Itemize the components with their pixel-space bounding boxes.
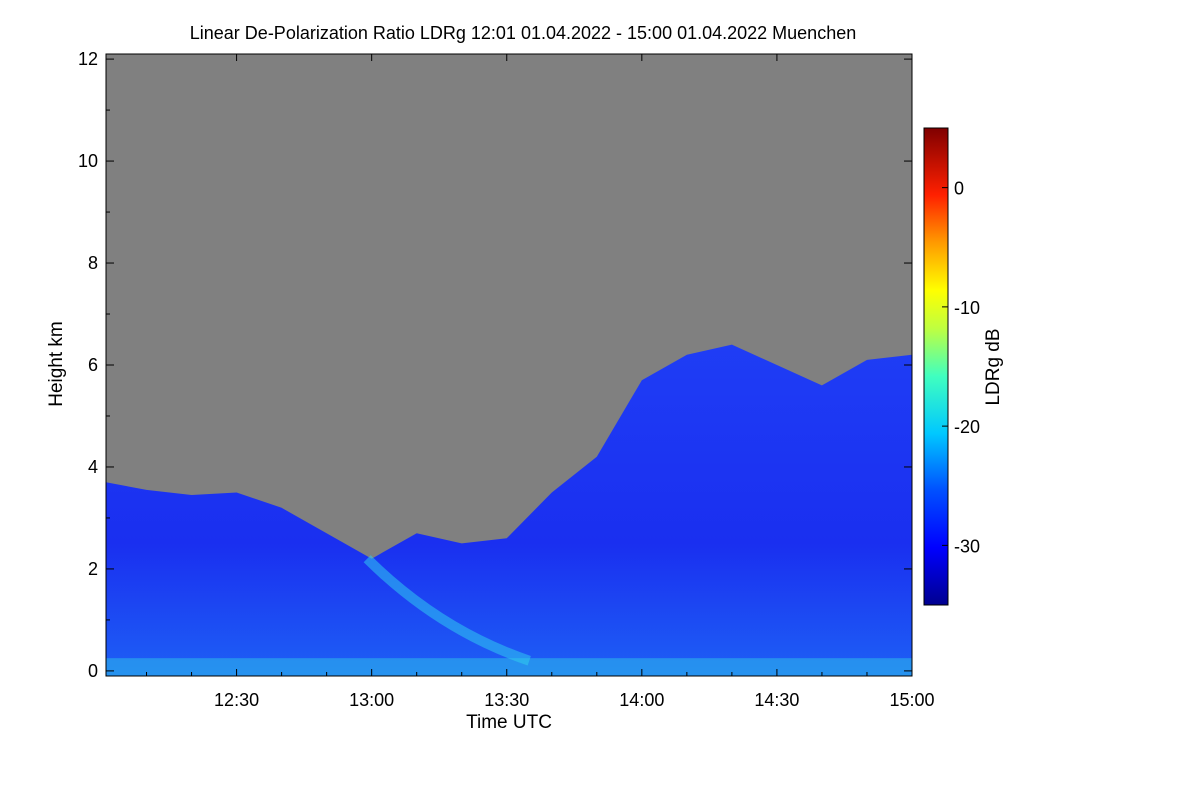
- y-tick-label: 4: [88, 457, 98, 477]
- y-tick-label: 6: [88, 355, 98, 375]
- x-tick-label: 13:00: [349, 690, 394, 710]
- chart-title: Linear De-Polarization Ratio LDRg 12:01 …: [190, 23, 856, 43]
- near-ground-band: [106, 658, 912, 676]
- signal-region: [106, 344, 912, 676]
- colorbar-tick-label: -30: [954, 536, 980, 556]
- x-tick-label: 13:30: [484, 690, 529, 710]
- y-axis: 0 2 4 6 8 10 12: [78, 49, 912, 681]
- colorbar-gradient: [923, 127, 949, 606]
- x-tick-label: 14:00: [619, 690, 664, 710]
- y-axis-label: Height km: [46, 321, 67, 407]
- x-tick-label: 12:30: [214, 690, 259, 710]
- y-tick-label: 10: [78, 151, 98, 171]
- colorbar-tick-label: 0: [954, 179, 964, 199]
- aerosol-plume-streak: [363, 555, 531, 666]
- y-tick-label: 0: [88, 661, 98, 681]
- x-axis: 12:30 13:00 13:30 14:00 14:30 15:00: [146, 54, 935, 710]
- x-axis-label: Time UTC: [466, 712, 552, 733]
- y-tick-label: 2: [88, 559, 98, 579]
- colorbar-label: LDRg dB: [983, 328, 1004, 405]
- colorbar-tick-label: -10: [954, 298, 980, 318]
- y-tick-label: 8: [88, 253, 98, 273]
- colorbar-tick-label: -20: [954, 417, 980, 437]
- x-tick-label: 14:30: [754, 690, 799, 710]
- colorbar: 0 -10 -20 -30: [923, 127, 980, 606]
- colorbar-ticks: 0 -10 -20 -30: [942, 179, 980, 556]
- x-tick-label: 15:00: [889, 690, 934, 710]
- y-tick-label: 12: [78, 49, 98, 69]
- plot-area: [106, 54, 912, 676]
